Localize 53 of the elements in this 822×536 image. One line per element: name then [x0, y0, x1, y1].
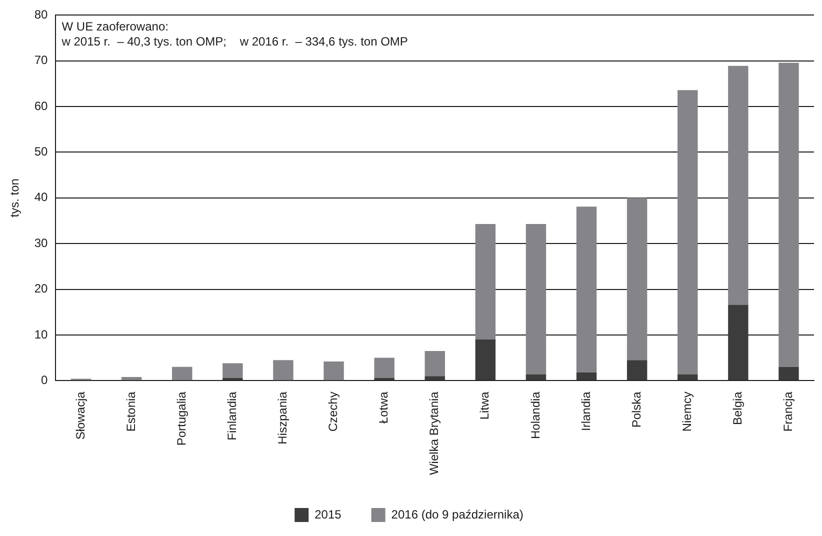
y-axis-title: tys. ton	[8, 178, 22, 218]
x-tick-label: Francja	[781, 391, 796, 432]
legend-label: 2015	[314, 507, 342, 522]
y-tick-label: 70	[34, 53, 48, 68]
bar	[424, 376, 445, 380]
x-tick-label: Słowacja	[73, 391, 88, 440]
bar	[121, 376, 142, 380]
x-tick-label: Polska	[629, 391, 644, 428]
y-tick-label: 30	[34, 236, 48, 250]
x-tick-label: Łotwa	[376, 391, 391, 424]
bar	[526, 224, 546, 374]
bar	[374, 378, 394, 380]
bar	[728, 66, 748, 305]
bar	[222, 378, 243, 380]
bar	[222, 363, 243, 378]
bar	[475, 340, 496, 380]
bar	[778, 62, 799, 367]
annotation: w 2015 r. – 40,3 tys. ton OMP; w 2016 r. – 334,6 tys. ton OMP	[60, 34, 408, 49]
x-tick-label: Estonia	[124, 391, 138, 432]
bar	[172, 366, 192, 380]
y-tick-label: 80	[34, 8, 48, 22]
bar	[678, 374, 698, 380]
legend-label: 2016 (do 9 października)	[391, 507, 524, 522]
bar	[374, 358, 394, 378]
x-tick-label: Portugalia	[174, 391, 188, 446]
x-tick-label: Niemcy	[680, 392, 694, 432]
bar	[576, 206, 597, 372]
bar	[626, 198, 648, 360]
x-tick-label: Holandia	[528, 391, 542, 440]
x-tick-label: Litwa	[478, 391, 492, 420]
bar	[526, 374, 546, 380]
x-tick-label: Finlandia	[224, 391, 239, 440]
y-tick-label: 0	[41, 372, 48, 387]
y-tick-label: 50	[34, 144, 48, 159]
y-tick-label: 10	[34, 327, 48, 342]
bar	[678, 90, 698, 374]
bar	[324, 361, 344, 380]
bar	[778, 366, 799, 380]
bar	[273, 360, 294, 380]
bar	[576, 372, 597, 380]
y-tick-label: 40	[34, 190, 48, 204]
y-tick-label: 20	[34, 282, 48, 296]
y-tick-label: 60	[34, 98, 48, 113]
bar	[626, 360, 648, 380]
x-tick-label: Belgia	[730, 391, 744, 425]
x-tick-label: Irlandia	[578, 391, 593, 431]
bar	[475, 224, 496, 340]
x-tick-label: Hiszpania	[276, 391, 290, 444]
bar	[424, 350, 445, 376]
x-tick-label: Wielka Brytania	[427, 391, 442, 476]
x-tick-label: Czechy	[326, 392, 340, 432]
annotation: W UE zaoferowano:	[62, 20, 168, 34]
bar	[728, 304, 748, 380]
